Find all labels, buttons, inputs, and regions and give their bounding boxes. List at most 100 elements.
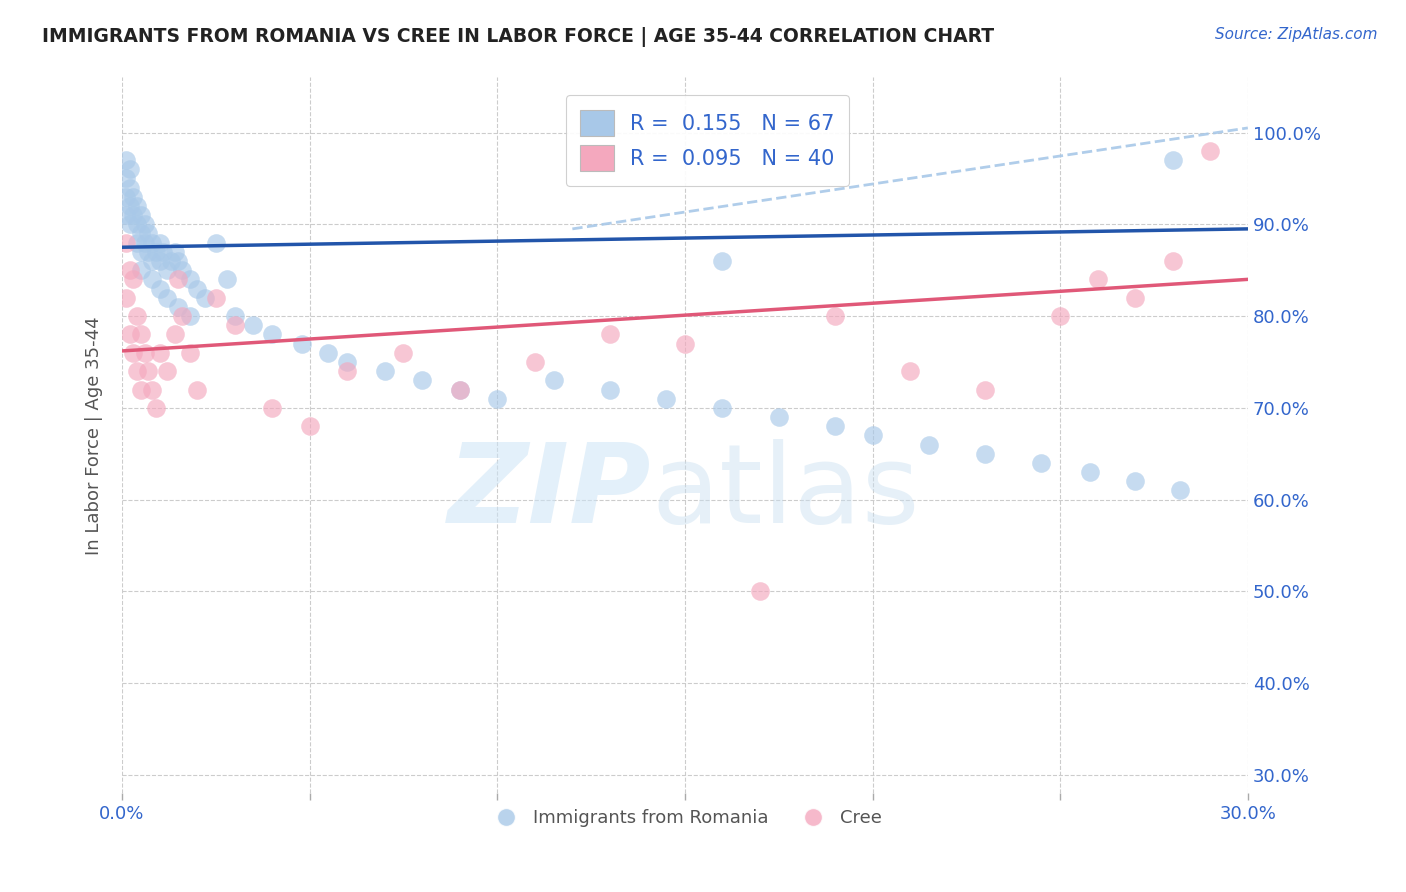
Point bbox=[125, 235, 148, 250]
Point bbox=[118, 263, 141, 277]
Point bbox=[336, 364, 359, 378]
Text: IMMIGRANTS FROM ROMANIA VS CREE IN LABOR FORCE | AGE 35-44 CORRELATION CHART: IMMIGRANTS FROM ROMANIA VS CREE IN LABOR… bbox=[42, 27, 994, 46]
Point bbox=[291, 336, 314, 351]
Point bbox=[1161, 254, 1184, 268]
Point bbox=[262, 401, 284, 415]
Point bbox=[141, 235, 163, 250]
Point bbox=[1123, 291, 1146, 305]
Point bbox=[122, 208, 145, 222]
Point bbox=[711, 254, 734, 268]
Point bbox=[824, 309, 846, 323]
Point bbox=[749, 584, 772, 599]
Point bbox=[242, 318, 264, 333]
Point bbox=[156, 291, 179, 305]
Point bbox=[136, 364, 159, 378]
Point bbox=[543, 373, 565, 387]
Point bbox=[1078, 465, 1101, 479]
Point bbox=[918, 437, 941, 451]
Point bbox=[205, 235, 228, 250]
Point bbox=[824, 419, 846, 434]
Point bbox=[898, 364, 921, 378]
Point bbox=[1161, 153, 1184, 167]
Point bbox=[599, 383, 621, 397]
Point bbox=[172, 309, 194, 323]
Point bbox=[655, 392, 678, 406]
Point bbox=[374, 364, 396, 378]
Point bbox=[974, 383, 997, 397]
Point bbox=[129, 327, 152, 342]
Point bbox=[141, 383, 163, 397]
Point bbox=[179, 309, 201, 323]
Point bbox=[129, 244, 152, 259]
Point bbox=[134, 217, 156, 231]
Point bbox=[449, 383, 471, 397]
Point bbox=[122, 346, 145, 360]
Y-axis label: In Labor Force | Age 35-44: In Labor Force | Age 35-44 bbox=[86, 316, 103, 555]
Point bbox=[129, 227, 152, 241]
Point bbox=[167, 254, 190, 268]
Point bbox=[186, 383, 208, 397]
Point bbox=[1087, 272, 1109, 286]
Point bbox=[392, 346, 415, 360]
Point bbox=[136, 227, 159, 241]
Point bbox=[862, 428, 884, 442]
Point bbox=[129, 263, 152, 277]
Point bbox=[179, 346, 201, 360]
Point bbox=[163, 327, 186, 342]
Point bbox=[141, 272, 163, 286]
Text: Source: ZipAtlas.com: Source: ZipAtlas.com bbox=[1215, 27, 1378, 42]
Point bbox=[148, 346, 170, 360]
Point bbox=[224, 318, 246, 333]
Point bbox=[1049, 309, 1071, 323]
Point bbox=[1168, 483, 1191, 498]
Point bbox=[298, 419, 321, 434]
Point bbox=[118, 217, 141, 231]
Point bbox=[114, 208, 136, 222]
Point bbox=[118, 180, 141, 194]
Point bbox=[118, 162, 141, 177]
Point bbox=[217, 272, 239, 286]
Point bbox=[1031, 456, 1053, 470]
Point bbox=[114, 235, 136, 250]
Point bbox=[125, 309, 148, 323]
Point bbox=[599, 327, 621, 342]
Point bbox=[145, 244, 167, 259]
Point bbox=[224, 309, 246, 323]
Point bbox=[411, 373, 433, 387]
Point bbox=[1123, 475, 1146, 489]
Text: ZIP: ZIP bbox=[447, 439, 651, 546]
Point bbox=[768, 410, 790, 425]
Point bbox=[160, 254, 183, 268]
Point bbox=[974, 447, 997, 461]
Point bbox=[148, 281, 170, 295]
Point bbox=[145, 401, 167, 415]
Point bbox=[122, 190, 145, 204]
Point bbox=[1199, 144, 1222, 158]
Point bbox=[152, 244, 174, 259]
Point bbox=[122, 272, 145, 286]
Point bbox=[186, 281, 208, 295]
Point bbox=[205, 291, 228, 305]
Legend: Immigrants from Romania, Cree: Immigrants from Romania, Cree bbox=[481, 802, 890, 834]
Point bbox=[118, 327, 141, 342]
Point bbox=[129, 208, 152, 222]
Point bbox=[118, 199, 141, 213]
Point bbox=[318, 346, 340, 360]
Point bbox=[172, 263, 194, 277]
Point bbox=[262, 327, 284, 342]
Point bbox=[134, 235, 156, 250]
Point bbox=[486, 392, 509, 406]
Point bbox=[167, 272, 190, 286]
Point bbox=[167, 300, 190, 314]
Point bbox=[148, 254, 170, 268]
Point bbox=[114, 171, 136, 186]
Point bbox=[129, 383, 152, 397]
Point bbox=[711, 401, 734, 415]
Point bbox=[148, 235, 170, 250]
Text: atlas: atlas bbox=[651, 439, 920, 546]
Point bbox=[141, 254, 163, 268]
Point bbox=[136, 244, 159, 259]
Point bbox=[114, 153, 136, 167]
Point bbox=[336, 355, 359, 369]
Point bbox=[134, 346, 156, 360]
